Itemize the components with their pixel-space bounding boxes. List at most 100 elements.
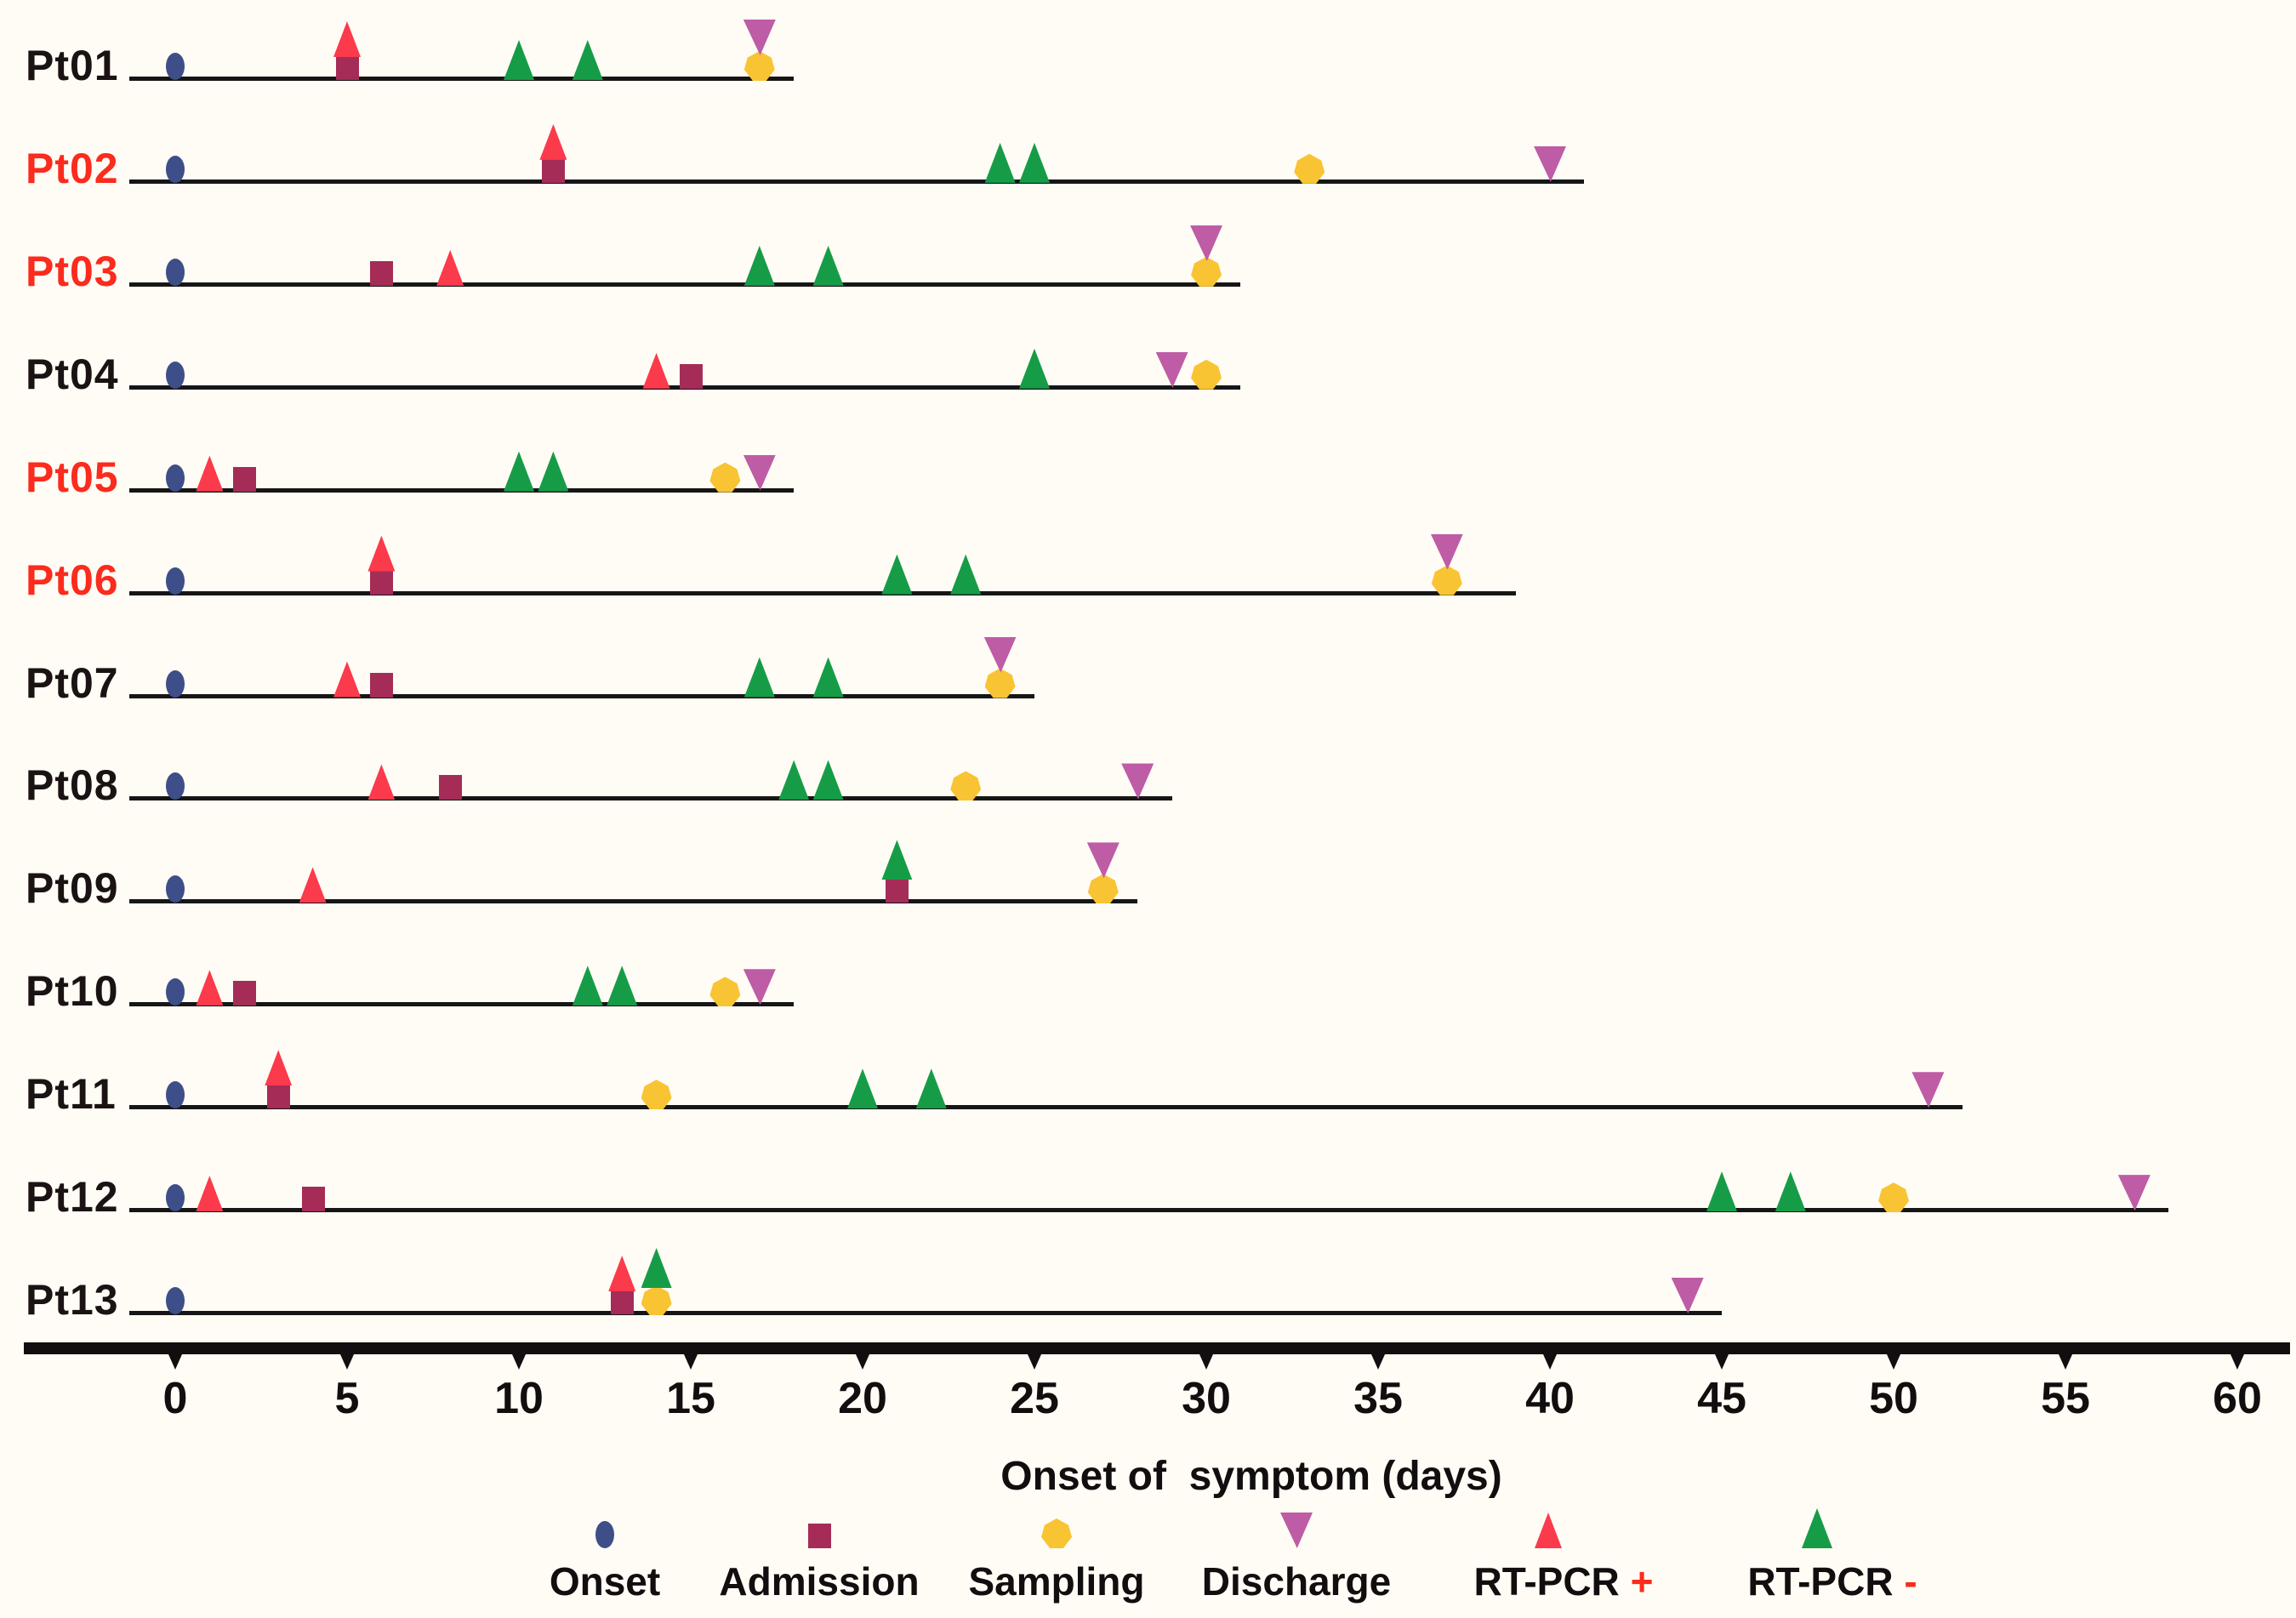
rt-pcr-negative-marker — [1775, 1171, 1806, 1212]
legend-label: RT-PCR + — [1473, 1559, 1654, 1604]
x-axis-tick-label: 10 — [494, 1374, 544, 1423]
discharge-marker — [983, 636, 1017, 673]
rt-pcr-negative-marker — [1019, 348, 1050, 389]
sampling-marker — [1041, 1518, 1072, 1548]
admission-marker — [267, 1084, 291, 1109]
x-axis-tick — [684, 1354, 698, 1370]
rt-pcr-negative-marker — [504, 451, 534, 492]
patient-timeline — [129, 1105, 1963, 1110]
patient-label: Pt08 — [26, 761, 119, 810]
rt-pcr-negative-marker — [984, 142, 1016, 183]
discharge-marker — [1155, 351, 1188, 388]
rt-pcr-negative-marker — [1802, 1508, 1832, 1548]
onset-marker — [166, 1287, 185, 1315]
onset-marker — [166, 361, 185, 389]
rt-pcr-negative-marker — [743, 657, 775, 698]
x-axis-tick-label: 0 — [162, 1374, 188, 1423]
rt-pcr-negative-marker — [641, 1248, 672, 1289]
legend-label: Discharge — [1201, 1559, 1392, 1604]
rt-pcr-negative-marker — [743, 245, 775, 286]
rt-pcr-negative-marker — [778, 760, 810, 800]
patient-timeline — [129, 77, 795, 81]
rt-pcr-negative-marker — [607, 966, 638, 1006]
x-axis-tick — [1199, 1354, 1213, 1370]
patient-label: Pt04 — [26, 350, 119, 398]
discharge-marker — [1671, 1278, 1704, 1314]
rt-pcr-positive-marker — [642, 352, 670, 389]
discharge-marker — [743, 454, 776, 491]
legend-suffix: + — [1619, 1559, 1654, 1604]
patient-timeline — [129, 796, 1172, 801]
patient-label: Pt02 — [26, 144, 119, 192]
discharge-marker — [743, 969, 776, 1006]
x-axis-tick — [856, 1354, 869, 1370]
onset-marker — [166, 1081, 185, 1109]
patient-label: Pt09 — [26, 864, 119, 913]
patient-timeline — [129, 899, 1138, 904]
x-axis-tick-label: 25 — [1010, 1374, 1059, 1423]
rt-pcr-negative-marker — [915, 1068, 947, 1109]
x-axis-tick-label: 40 — [1525, 1374, 1575, 1423]
rt-pcr-negative-marker — [572, 40, 603, 80]
patient-timeline — [129, 282, 1241, 287]
admission-marker — [232, 466, 256, 492]
legend-suffix: - — [1893, 1559, 1917, 1604]
rt-pcr-positive-marker — [608, 1256, 636, 1292]
x-axis-tick — [2230, 1354, 2244, 1370]
patient-timeline — [129, 179, 1585, 184]
x-axis-tick-label: 20 — [838, 1374, 887, 1423]
rt-pcr-positive-marker — [333, 21, 361, 57]
onset-marker — [166, 772, 185, 800]
onset-marker — [166, 53, 185, 80]
x-axis-tick-label: 5 — [334, 1374, 360, 1423]
patient-timeline — [129, 1208, 2169, 1213]
rt-pcr-positive-marker — [196, 455, 224, 492]
onset-marker — [166, 464, 185, 492]
rt-pcr-positive-marker — [196, 970, 224, 1006]
rt-pcr-negative-marker — [847, 1068, 878, 1109]
discharge-marker — [1280, 1513, 1313, 1548]
patient-timeline — [129, 1002, 795, 1007]
x-axis-tick — [1371, 1354, 1385, 1370]
onset-marker — [166, 155, 185, 183]
legend-label: Onset — [549, 1559, 661, 1604]
x-axis-title: Onset of symptom (days) — [1000, 1454, 1502, 1499]
admission-marker — [886, 878, 909, 903]
rt-pcr-negative-marker — [812, 760, 844, 800]
rt-pcr-negative-marker — [1019, 142, 1050, 183]
rt-pcr-positive-marker — [367, 535, 396, 572]
x-axis-tick-label: 50 — [1869, 1374, 1918, 1423]
x-axis-tick-label: 30 — [1182, 1374, 1231, 1423]
admission-marker — [370, 260, 394, 286]
patient-label: Pt03 — [26, 247, 119, 295]
patient-timeline — [129, 693, 1034, 698]
patient-label: Pt12 — [26, 1173, 119, 1222]
rt-pcr-positive-marker — [196, 1176, 224, 1212]
x-axis-tick-label: 35 — [1353, 1374, 1403, 1423]
rt-pcr-positive-marker — [436, 249, 464, 286]
rt-pcr-positive-marker — [367, 764, 396, 800]
discharge-marker — [1430, 533, 1463, 570]
onset-marker — [166, 978, 185, 1006]
rt-pcr-negative-marker — [504, 40, 534, 80]
x-axis-line — [24, 1342, 2290, 1354]
legend-label: Admission — [719, 1559, 920, 1604]
admission-marker — [611, 1290, 635, 1315]
patient-timeline — [129, 590, 1516, 595]
onset-marker — [595, 1521, 614, 1548]
admission-marker — [680, 363, 703, 389]
onset-marker — [166, 875, 185, 903]
x-axis-tick — [1715, 1354, 1729, 1370]
x-axis-tick — [1887, 1354, 1900, 1370]
onset-marker — [166, 567, 185, 595]
rt-pcr-positive-marker — [299, 867, 327, 903]
onset-marker — [166, 258, 185, 286]
rt-pcr-negative-marker — [572, 966, 603, 1006]
patient-timeline — [129, 487, 795, 493]
rt-pcr-negative-marker — [812, 245, 844, 286]
legend-label: Sampling — [968, 1559, 1145, 1604]
admission-marker — [232, 981, 256, 1006]
rt-pcr-positive-marker — [1535, 1513, 1562, 1548]
x-axis-tick — [168, 1354, 182, 1370]
